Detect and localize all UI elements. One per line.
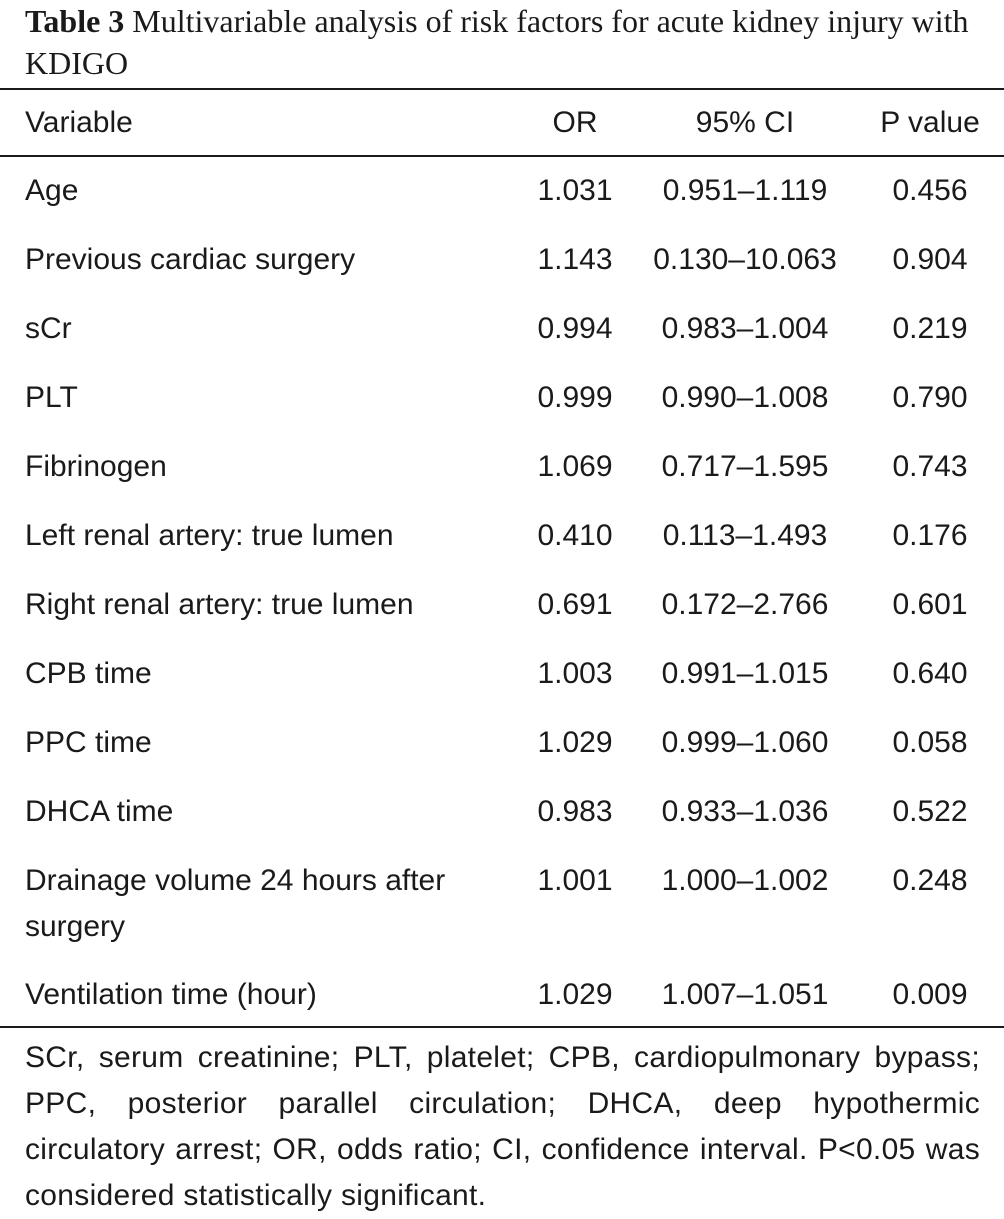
or-cell: 0.691 bbox=[537, 588, 613, 621]
or-cell: 0.999 bbox=[537, 381, 613, 414]
or-cell: 0.983 bbox=[537, 795, 613, 828]
variable-cell: Drainage volume 24 hours after surgery bbox=[25, 864, 446, 943]
ci-cell: 0.172–2.766 bbox=[661, 588, 829, 621]
table-row: Fibrinogen 1.069 0.717–1.595 0.743 bbox=[0, 433, 1004, 502]
p-value-cell: 0.009 bbox=[892, 978, 968, 1011]
ci-cell: 0.983–1.004 bbox=[661, 312, 829, 345]
table-row: sCr 0.994 0.983–1.004 0.219 bbox=[0, 295, 1004, 364]
table-title: Multivariable analysis of risk factors f… bbox=[25, 3, 969, 81]
table-footnote: SCr, serum creatinine; PLT, platelet; CP… bbox=[25, 1041, 980, 1212]
p-value-cell: 0.601 bbox=[892, 588, 968, 621]
p-value-cell: 0.219 bbox=[892, 312, 968, 345]
table-row: DHCA time 0.983 0.933–1.036 0.522 bbox=[0, 778, 1004, 847]
variable-cell: Ventilation time (hour) bbox=[25, 978, 317, 1011]
header-or: OR bbox=[552, 106, 598, 139]
variable-cell: Age bbox=[25, 174, 79, 207]
ci-cell: 1.007–1.051 bbox=[661, 978, 829, 1011]
ci-cell: 0.991–1.015 bbox=[661, 657, 829, 690]
p-value-cell: 0.904 bbox=[892, 243, 968, 276]
or-cell: 0.994 bbox=[537, 312, 613, 345]
variable-cell: Right renal artery: true lumen bbox=[25, 588, 414, 621]
table-row: PPC time 1.029 0.999–1.060 0.058 bbox=[0, 709, 1004, 778]
variable-cell: PLT bbox=[25, 381, 78, 414]
table-row: CPB time 1.003 0.991–1.015 0.640 bbox=[0, 640, 1004, 709]
variable-cell: Left renal artery: true lumen bbox=[25, 519, 394, 552]
table-row: PLT 0.999 0.990–1.008 0.790 bbox=[0, 364, 1004, 433]
variable-cell: DHCA time bbox=[25, 795, 174, 828]
table-caption: Table 3 Multivariable analysis of risk f… bbox=[25, 0, 990, 84]
or-cell: 1.029 bbox=[537, 978, 613, 1011]
ci-cell: 0.999–1.060 bbox=[661, 726, 829, 759]
ci-cell: 0.951–1.119 bbox=[662, 174, 828, 207]
or-cell: 1.069 bbox=[537, 450, 613, 483]
ci-cell: 0.717–1.595 bbox=[661, 450, 829, 483]
results-table: Variable OR 95% CI P value Age 1.031 0.9… bbox=[0, 90, 1004, 1011]
table-header-row: Variable OR 95% CI P value bbox=[0, 90, 1004, 155]
table-body: Age 1.031 0.951–1.119 0.456 Previous car… bbox=[0, 157, 1004, 1030]
header-variable: Variable bbox=[25, 106, 133, 139]
header-p-value: P value bbox=[880, 106, 980, 139]
bottom-rule bbox=[0, 1026, 1004, 1028]
table-row: Drainage volume 24 hours after surgery 1… bbox=[0, 847, 1004, 961]
p-value-cell: 0.248 bbox=[892, 864, 968, 897]
variable-cell: PPC time bbox=[25, 726, 152, 759]
table-label: Table 3 bbox=[25, 3, 125, 39]
variable-cell: CPB time bbox=[25, 657, 152, 690]
variable-cell: Previous cardiac surgery bbox=[25, 243, 356, 276]
or-cell: 1.031 bbox=[537, 174, 613, 207]
p-value-cell: 0.176 bbox=[892, 519, 968, 552]
p-value-cell: 0.640 bbox=[892, 657, 968, 690]
table-row: Ventilation time (hour) 1.029 1.007–1.05… bbox=[0, 961, 1004, 1030]
table-row: Previous cardiac surgery 1.143 0.130–10.… bbox=[0, 226, 1004, 295]
ci-cell: 0.990–1.008 bbox=[661, 381, 829, 414]
header-ci: 95% CI bbox=[695, 106, 795, 139]
p-value-cell: 0.743 bbox=[892, 450, 968, 483]
header-rule bbox=[0, 155, 1004, 157]
or-cell: 0.410 bbox=[537, 519, 613, 552]
table-row: Right renal artery: true lumen 0.691 0.1… bbox=[0, 571, 1004, 640]
ci-cell: 0.130–10.063 bbox=[653, 243, 837, 276]
ci-cell: 1.000–1.002 bbox=[661, 864, 829, 897]
p-value-cell: 0.456 bbox=[892, 174, 968, 207]
p-value-cell: 0.058 bbox=[892, 726, 968, 759]
ci-cell: 0.933–1.036 bbox=[661, 795, 829, 828]
or-cell: 1.029 bbox=[537, 726, 613, 759]
variable-cell: sCr bbox=[25, 312, 72, 345]
ci-cell: 0.113–1.493 bbox=[662, 519, 828, 552]
or-cell: 1.001 bbox=[537, 864, 613, 897]
p-value-cell: 0.522 bbox=[892, 795, 968, 828]
or-cell: 1.143 bbox=[537, 243, 613, 276]
table-row: Left renal artery: true lumen 0.410 0.11… bbox=[0, 502, 1004, 571]
p-value-cell: 0.790 bbox=[892, 381, 968, 414]
variable-cell: Fibrinogen bbox=[25, 450, 167, 483]
top-rule bbox=[0, 88, 1004, 90]
table-row: Age 1.031 0.951–1.119 0.456 bbox=[0, 157, 1004, 226]
or-cell: 1.003 bbox=[537, 657, 613, 690]
